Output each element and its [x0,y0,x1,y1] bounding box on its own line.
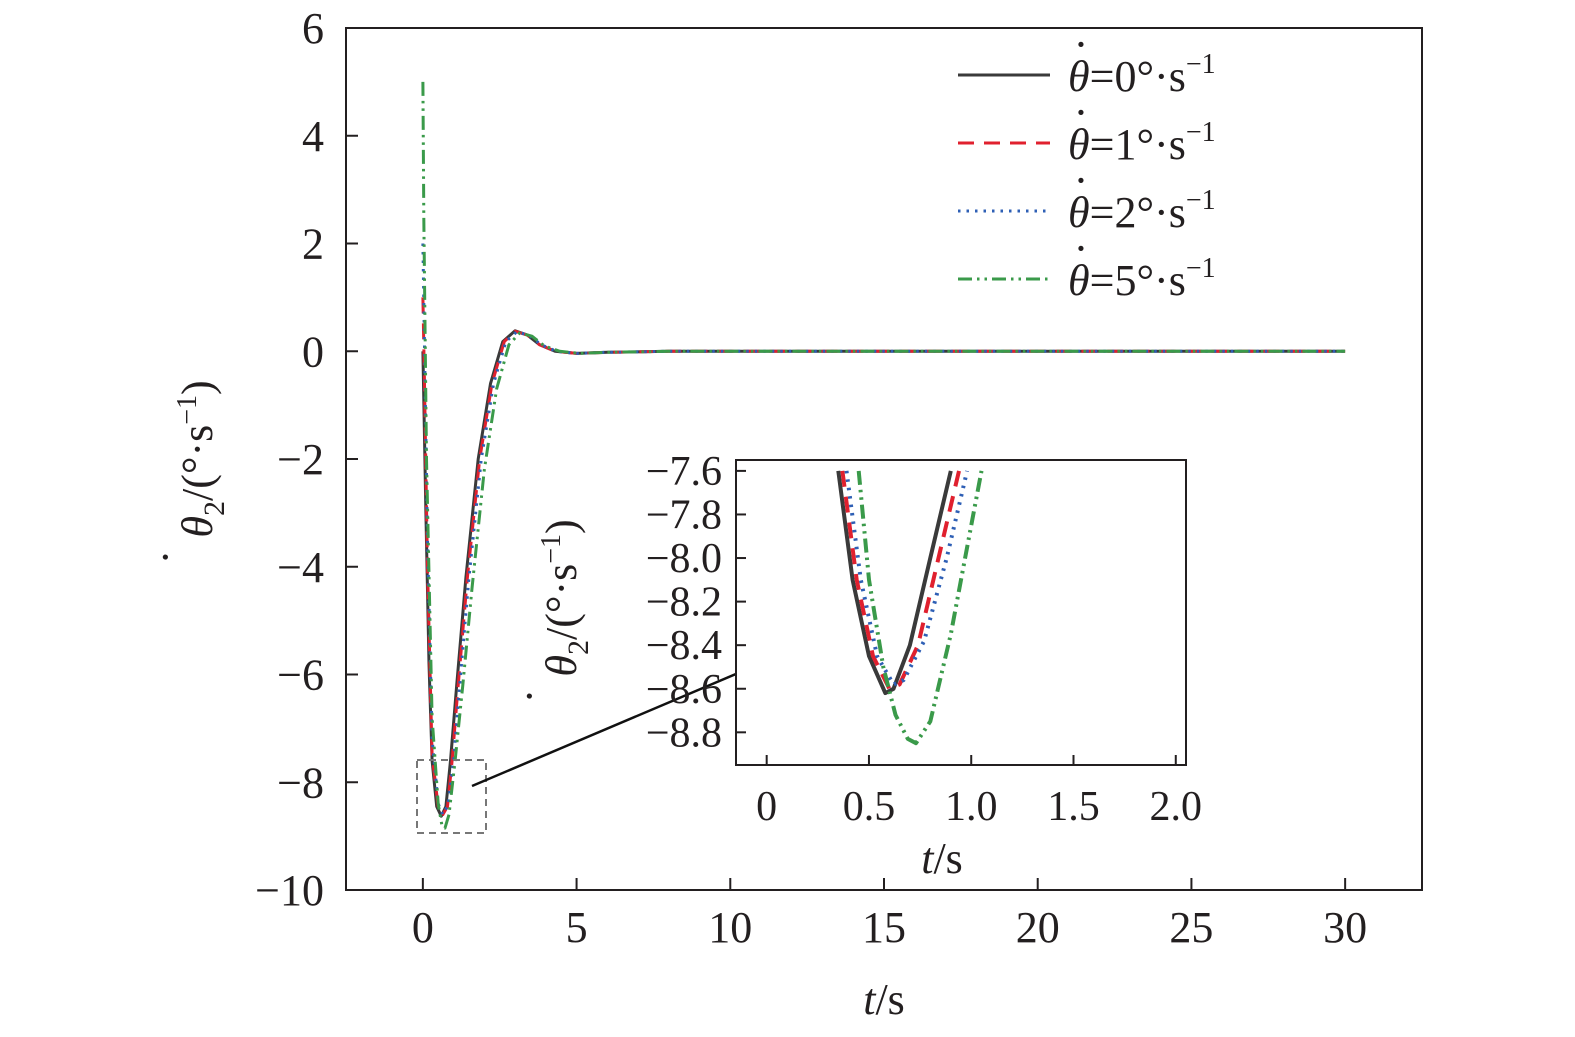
y-tick-label: −8.8 [646,710,722,756]
inset-series-3 [856,470,984,746]
x-tick-label: 0 [756,784,777,830]
x-tick-label: 1.5 [1047,784,1100,830]
svg-text:·: · [505,689,554,704]
legend-dot-2: · [1074,156,1089,205]
legend-dot-0: · [1074,20,1089,69]
y-tick-label: −8 [277,758,324,807]
svg-text:θ2/(°·s−1): θ2/(°·s−1) [172,380,231,537]
main-plot: 0 5 10 15 20 25 30 −10 −8 −6 −4 −2 0 2 4 6 t/s θ2/(°·s−… [141,4,1423,1024]
y-tick-label: −8.0 [646,536,722,582]
x-tick-label: 10 [708,903,752,952]
y-tick-label: −8.2 [646,580,722,626]
zoom-region-box [416,759,487,834]
inset-ticks: 0 0.5 1.0 1.5 2.0 −7.6−7.8−8.0−8.2−8.4−8.6−8.… [646,449,1202,830]
y-tick-label: −10 [255,866,324,915]
legend-label-3: θ=5°·s−1 [1068,253,1216,305]
inset-x-axis-title: t/s [921,834,963,883]
y-tick-label: −8.4 [646,623,722,669]
y-tick-label: −6 [277,651,324,700]
legend-label-1: θ=1°·s−1 [1068,117,1216,169]
x-tick-label: 2.0 [1150,784,1203,830]
legend-dot-3: · [1074,224,1089,273]
x-tick-label: 5 [566,903,588,952]
inset-plot: 0 0.5 1.0 1.5 2.0 −7.6−7.8−8.0−8.2−8.4−8.6−8.… [505,449,1202,883]
y-tick-label: −4 [277,543,324,592]
legend: θ=0°·s−1·θ=1°·s−1·θ=2°·s−1·θ=5°·s−1· [958,20,1216,305]
x-tick-label: 0 [412,903,434,952]
x-tick-label: 20 [1016,903,1060,952]
main-series-3 [421,81,1346,830]
x-axis-title: t/s [863,975,905,1024]
inset-frame [735,459,1187,766]
legend-label-2: θ=2°·s−1 [1068,185,1216,237]
y-axis-title: θ2/(°·s−1) · [141,380,231,564]
inset-background [736,460,1186,765]
inset-series [836,470,984,746]
main-ticks: 0 5 10 15 20 25 30 −10 −8 −6 −4 −2 0 2 4 6 [255,4,1367,952]
y-tick-label: 6 [302,4,324,53]
x-tick-label: 30 [1323,903,1367,952]
legend-label-0: θ=0°·s−1 [1068,49,1216,101]
x-tick-label: 0.5 [843,784,896,830]
main-series [421,81,1346,830]
y-tick-label: −7.6 [646,449,722,495]
x-tick-label: 1.0 [945,784,998,830]
y-tick-label: 4 [302,112,324,161]
y-tick-label: 0 [302,327,324,376]
x-tick-label: 15 [862,903,906,952]
inset-series-0 [836,470,953,696]
y-tick-label: −2 [277,435,324,484]
y-tick-label: −7.8 [646,492,722,538]
y-tick-label: −8.6 [646,667,722,713]
svg-text:·: · [141,550,190,565]
svg-text:θ2/(°·s−1): θ2/(°·s−1) [536,519,595,676]
y-tick-label: 2 [302,220,324,269]
inset-y-axis-title: θ2/(°·s−1) · [505,519,595,703]
x-tick-label: 25 [1169,903,1213,952]
legend-dot-1: · [1074,88,1089,137]
inset-series-1 [840,470,961,691]
